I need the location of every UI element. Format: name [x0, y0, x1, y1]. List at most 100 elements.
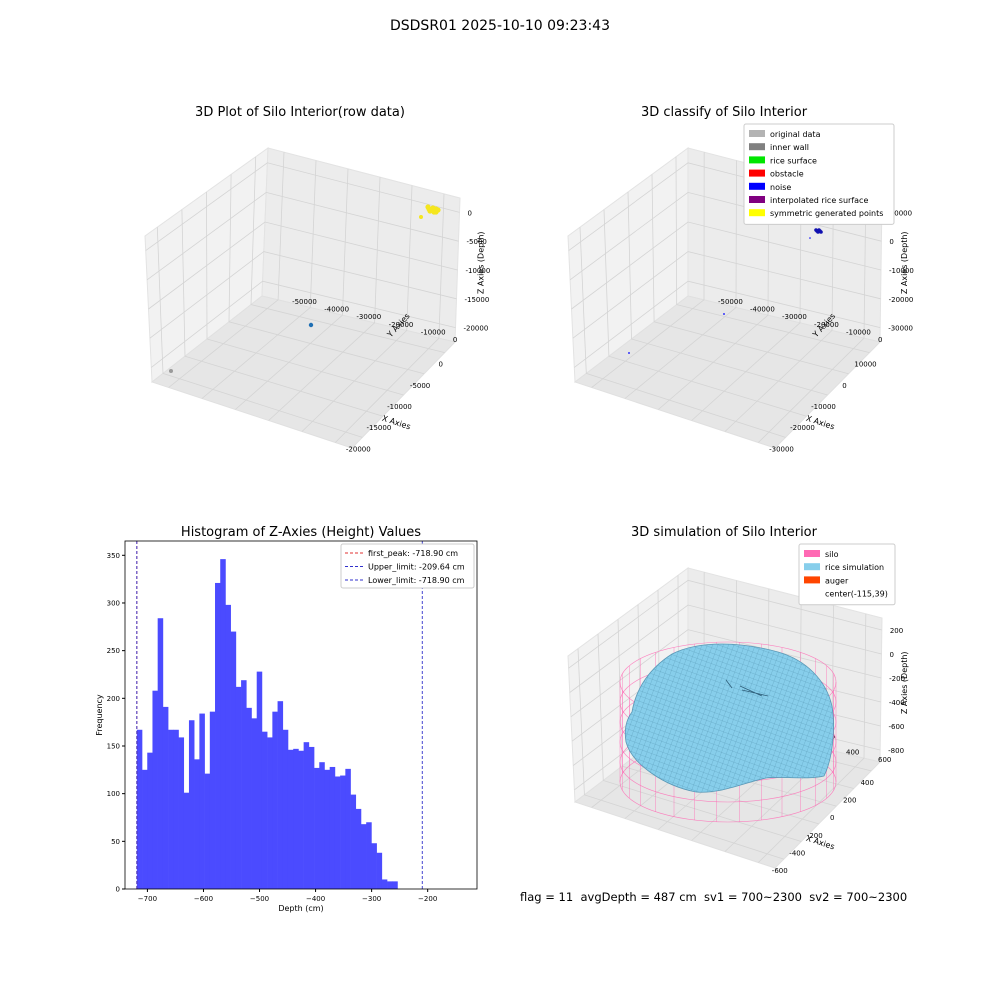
- y-tick-label: -30000: [782, 313, 807, 321]
- histogram-bar: [225, 604, 231, 889]
- histogram-bar: [345, 768, 351, 889]
- histogram-bar: [261, 731, 268, 889]
- y-tick-label: 0: [453, 336, 457, 344]
- x-grid-line: [577, 648, 784, 860]
- x-grid-line: [603, 209, 807, 417]
- data-point: [169, 369, 173, 373]
- z-tick-label: -5000: [467, 238, 487, 246]
- legend-box: [743, 123, 895, 225]
- x-tick-label: -20000: [346, 445, 371, 453]
- x-tick-label: −700: [138, 895, 157, 903]
- x-grid-line: [206, 191, 404, 396]
- data-point: [426, 206, 432, 212]
- histogram-bar: [215, 582, 221, 889]
- y-tick-label: 200: [107, 695, 120, 703]
- y-grid-line: [235, 168, 349, 410]
- histogram-bar: [392, 881, 398, 889]
- z-tick-label: 200: [890, 627, 903, 635]
- histogram-bar: [147, 752, 153, 889]
- y-tick-label: 0: [116, 886, 120, 894]
- floor-pane: [573, 295, 881, 449]
- status-line: flag = 11 avgDepth = 487 cm sv1 = 700~23…: [520, 890, 908, 904]
- histogram-bar: [277, 701, 284, 889]
- x-grid-line: [250, 156, 445, 353]
- legend-box: [798, 543, 896, 606]
- z-tick-label: -20000: [464, 325, 489, 333]
- x-grid-line: [597, 633, 802, 842]
- legend-label: rice surface: [770, 156, 817, 165]
- legend-swatch: [749, 143, 765, 151]
- legend-label: interpolated rice surface: [770, 196, 868, 205]
- histogram-bar: [303, 742, 310, 889]
- histogram-bar: [376, 852, 383, 889]
- legend-label: symmetric generated points: [770, 209, 883, 218]
- legend-swatch: [804, 563, 820, 571]
- z-grid-line: [149, 251, 457, 339]
- histogram-bar: [194, 759, 200, 889]
- histogram-bar: [360, 824, 367, 889]
- z-grid-line: [574, 280, 881, 368]
- x-tick-label: 0: [438, 361, 442, 369]
- panel-title: 3D simulation of Silo Interior: [631, 525, 818, 540]
- histogram-bar: [350, 794, 357, 889]
- y-tick-label: -10000: [846, 329, 871, 337]
- y-grid-line: [724, 185, 834, 432]
- legend-swatch: [749, 182, 765, 190]
- classify-3d-panel: 3D classify of Silo Interior -30000 -20000…: [567, 105, 914, 453]
- x-tick-label: −200: [418, 895, 437, 903]
- histogram-bar: [162, 706, 169, 889]
- z-grid-line: [570, 629, 882, 718]
- z-tick-label: -20000: [889, 296, 914, 304]
- y-tick-label: 400: [846, 749, 859, 757]
- z-tick-label: -600: [889, 723, 905, 731]
- histogram-bar: [251, 718, 258, 889]
- z-grid-line: [569, 604, 882, 693]
- legend-label: first_peak: -718.90 cm: [368, 549, 458, 558]
- data-point: [809, 237, 811, 239]
- y-grid-line: [758, 193, 867, 443]
- raw-data-3d-panel: 3D Plot of Silo Interior(row data) -20000…: [144, 105, 490, 453]
- histogram-bar: [142, 769, 148, 889]
- histogram-panel: Histogram of Z-Axies (Height) Values −700…: [95, 525, 478, 913]
- z-tick-label: -400: [889, 699, 905, 707]
- z-tick-label: 0: [890, 651, 894, 659]
- z-grid-line: [568, 579, 882, 669]
- y-grid-line: [591, 152, 705, 388]
- y-grid-line: [168, 152, 285, 388]
- legend-swatch: [804, 550, 820, 557]
- histogram-bar: [178, 737, 185, 889]
- z-grid-line: [151, 280, 456, 368]
- y-grid-line: [268, 177, 381, 421]
- legend-swatch: [749, 196, 765, 203]
- x-tick-label: -600: [772, 867, 788, 875]
- x-axis-label: Depth (cm): [278, 904, 323, 913]
- y-tick-label: 150: [107, 742, 120, 750]
- legend-label: original data: [770, 130, 821, 139]
- histogram-bar: [387, 881, 393, 889]
- histogram-bar: [230, 631, 237, 889]
- histogram-bar: [314, 767, 320, 889]
- z-tick-label: -200: [889, 675, 905, 683]
- y-tick-label: -20000: [814, 321, 839, 329]
- histogram-bar: [366, 822, 372, 889]
- z-grid-line: [569, 191, 882, 281]
- y-tick-label: 100: [107, 790, 120, 798]
- x-tick-label: -400: [789, 850, 805, 858]
- x-tick-label: -10000: [387, 403, 412, 411]
- histogram-bar: [287, 749, 294, 889]
- y-grid-line: [201, 160, 317, 399]
- histogram-bar: [324, 769, 330, 889]
- legend-label: auger: [825, 576, 849, 585]
- x-grid-line: [579, 227, 786, 438]
- y-grid-line: [758, 613, 867, 863]
- histogram-bar: [188, 720, 195, 889]
- y-tick-label: 50: [111, 838, 120, 846]
- x-tick-label: −300: [362, 895, 381, 903]
- histogram-bar: [256, 671, 263, 889]
- legend-label: rice simulation: [825, 563, 884, 572]
- y-tick-label: -20000: [389, 321, 414, 329]
- histogram-bar: [204, 773, 211, 889]
- x-tick-label: −600: [194, 895, 213, 903]
- panel-title: 3D classify of Silo Interior: [641, 105, 808, 120]
